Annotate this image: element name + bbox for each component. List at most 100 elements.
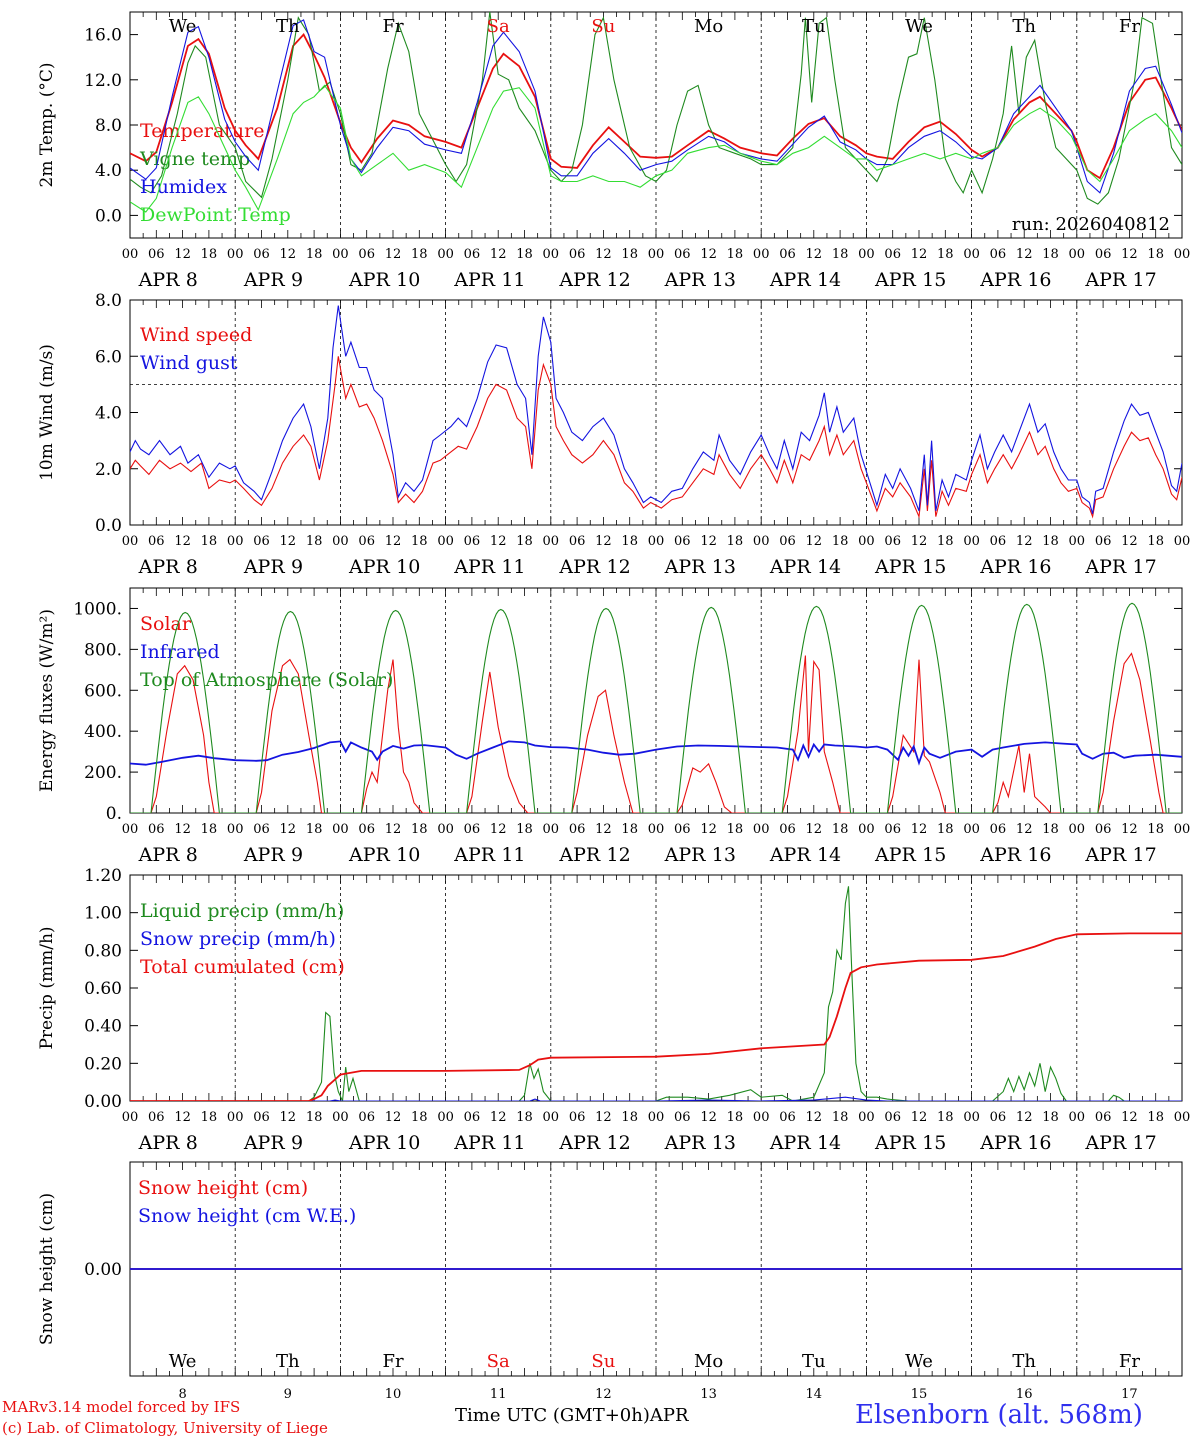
date-day-label: 13	[712, 1132, 736, 1154]
hour-tick-label: 06	[569, 247, 586, 262]
series-line-humidex	[130, 19, 1182, 194]
panel-2: 0.0 2.0 4.0 6.0 8.0 10m Wind (m/s) Wind speed W…	[37, 291, 1190, 578]
hour-tick-label: 12	[806, 247, 823, 262]
panel-5: 0.00 Snow height (cm) Snow height (cm) Snow…	[37, 1161, 1183, 1402]
hour-tick-label: 06	[884, 1110, 901, 1125]
date-day-label: 10	[396, 556, 420, 578]
day-of-week-label: Th	[1012, 1351, 1036, 1372]
hour-tick-label: 18	[306, 534, 323, 549]
hour-tick-label: 00	[648, 822, 665, 837]
hour-tick-label: 00	[332, 822, 349, 837]
legend-entry: Wind speed	[140, 324, 252, 346]
hour-tick-label: 12	[1016, 534, 1033, 549]
hour-tick-label: 00	[753, 534, 770, 549]
hour-tick-label: 00	[1174, 534, 1191, 549]
day-of-week-label: Mo	[694, 16, 723, 37]
day-of-week-label: Su	[591, 16, 615, 37]
legend-entry: Top of Atmosphere (Solar)	[140, 669, 393, 691]
hour-tick-label: 18	[516, 534, 533, 549]
y-tick-label: 0.40	[84, 1017, 122, 1037]
hour-tick-label: 06	[779, 1110, 796, 1125]
hour-tick-label: 12	[1121, 534, 1138, 549]
date-day-label: 13	[712, 269, 736, 291]
date-month-label: APR	[874, 269, 917, 291]
y-tick-label: 16.0	[84, 26, 122, 46]
hour-tick-label: 06	[779, 822, 796, 837]
date-month-label: APR	[138, 1132, 181, 1154]
hour-tick-label: 00	[963, 247, 980, 262]
hour-tick-label: 12	[280, 822, 297, 837]
date-day-label: 12	[607, 269, 631, 291]
date-day-label: 11	[501, 844, 525, 866]
hour-tick-label: 18	[201, 822, 218, 837]
date-day-label: 14	[806, 1387, 823, 1402]
date-day-label: 12	[607, 1132, 631, 1154]
hour-tick-label: 00	[543, 247, 560, 262]
y-tick-label: 12.0	[84, 71, 122, 91]
day-of-week-label: Th	[276, 1351, 300, 1372]
date-month-label: APR	[979, 269, 1022, 291]
date-day-label: 11	[501, 556, 525, 578]
y-tick-label: 8.0	[95, 116, 122, 136]
hour-tick-label: 06	[148, 534, 165, 549]
hour-tick-label: 00	[963, 1110, 980, 1125]
date-month-label: APR	[243, 269, 286, 291]
date-day-label: 10	[396, 1132, 420, 1154]
day-of-week-label: We	[905, 16, 933, 37]
hour-tick-label: 00	[1174, 822, 1191, 837]
hour-tick-label: 06	[1095, 1110, 1112, 1125]
date-day-label: 17	[1133, 1132, 1157, 1154]
date-month-label: APR	[138, 269, 181, 291]
hour-tick-label: 18	[306, 822, 323, 837]
hour-tick-label: 00	[122, 1110, 139, 1125]
hour-tick-label: 06	[148, 1110, 165, 1125]
hour-tick-label: 18	[621, 1110, 638, 1125]
date-month-label: APR	[453, 269, 496, 291]
date-month-label: APR	[874, 844, 917, 866]
hour-tick-label: 18	[411, 534, 428, 549]
hour-tick-label: 00	[1069, 534, 1086, 549]
date-month-label: APR	[558, 556, 601, 578]
y-tick-label: 0.80	[84, 941, 122, 961]
series-line-liquid-precip-mm-h	[130, 886, 1182, 1101]
date-month-label: APR	[769, 1132, 812, 1154]
hour-tick-label: 12	[1121, 822, 1138, 837]
legend-entry: Liquid precip (mm/h)	[140, 900, 344, 922]
panel-3: 0. 200. 400. 600. 800. 1000. Energy fluxes (W/…	[37, 587, 1191, 866]
date-day-label: 10	[385, 1387, 402, 1402]
hour-tick-label: 12	[174, 247, 191, 262]
hour-tick-label: 18	[727, 247, 744, 262]
date-month-label: APR	[348, 1132, 391, 1154]
series-line-infrared	[130, 740, 1182, 766]
hour-tick-label: 12	[1121, 247, 1138, 262]
plot-frame	[129, 587, 1183, 814]
date-month-label: APR	[769, 844, 812, 866]
hour-tick-label: 06	[358, 1110, 375, 1125]
hour-tick-label: 12	[385, 534, 402, 549]
hour-tick-label: 18	[1042, 534, 1059, 549]
legend-entry: Snow height (cm W.E.)	[138, 1205, 356, 1227]
hour-tick-label: 00	[963, 822, 980, 837]
hour-tick-label: 18	[516, 1110, 533, 1125]
hour-tick-label: 00	[437, 1110, 454, 1125]
y-tick-label: 600.	[84, 681, 122, 701]
hour-tick-label: 00	[858, 822, 875, 837]
hour-tick-label: 06	[148, 247, 165, 262]
series-line-dewpoint-temp	[130, 84, 1182, 213]
hour-tick-label: 12	[280, 247, 297, 262]
y-tick-label: 0.20	[84, 1054, 122, 1074]
date-month-label: APR	[243, 556, 286, 578]
day-of-week-label: Sa	[487, 16, 510, 37]
hour-tick-label: 06	[253, 822, 270, 837]
hour-tick-label: 12	[806, 822, 823, 837]
y-axis-label: 2m Temp. (°C)	[37, 62, 57, 187]
hour-tick-label: 18	[201, 1110, 218, 1125]
hour-tick-label: 00	[1069, 822, 1086, 837]
hour-tick-label: 18	[727, 822, 744, 837]
hour-tick-label: 18	[937, 822, 954, 837]
hour-tick-label: 18	[727, 1110, 744, 1125]
day-of-week-label: Tu	[802, 1351, 826, 1372]
date-day-label: 8	[186, 844, 198, 866]
legend-entry: Wind gust	[140, 352, 238, 374]
hour-tick-label: 12	[174, 1110, 191, 1125]
